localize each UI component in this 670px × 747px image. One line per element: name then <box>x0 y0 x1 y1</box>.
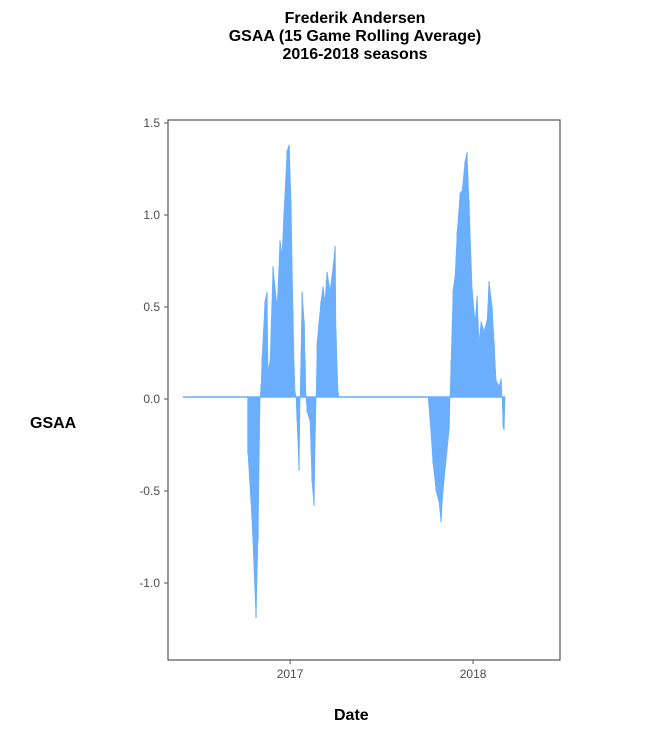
gsaa-bar <box>429 397 431 421</box>
gsaa-bar <box>432 397 434 464</box>
gsaa-bar <box>298 397 300 471</box>
y-axis-label: GSAA <box>30 415 77 432</box>
gsaa-bar <box>286 150 288 397</box>
gsaa-bar <box>257 397 259 541</box>
gsaa-bar <box>435 397 437 491</box>
gsaa-bar <box>279 240 281 397</box>
gsaa-bar <box>281 255 283 397</box>
gsaa-bar <box>438 397 440 502</box>
gsaa-bar <box>452 290 454 397</box>
gsaa-bar <box>255 397 257 618</box>
gsaa-bar <box>486 319 488 397</box>
gsaa-bar <box>326 271 328 397</box>
gsaa-bar <box>303 321 305 397</box>
gsaa-bar <box>493 341 495 397</box>
gsaa-bar <box>471 290 473 397</box>
y-tick-label: 1.0 <box>143 208 160 222</box>
y-tick-label: 1.5 <box>143 116 160 130</box>
chart-title-line3: 2016-2018 seasons <box>282 46 428 63</box>
gsaa-bar <box>456 231 458 397</box>
gsaa-bar <box>290 200 292 397</box>
gsaa-bar <box>483 330 485 397</box>
gsaa-bar <box>478 341 480 397</box>
gsaa-bar <box>332 266 334 397</box>
gsaa-bar <box>440 397 442 523</box>
gsaa-bar <box>324 301 326 397</box>
gsaa-bar <box>464 161 466 397</box>
gsaa-bar <box>488 281 490 397</box>
gsaa-bar <box>466 152 468 397</box>
gsaa-bar <box>480 321 482 397</box>
gsaa-bar <box>474 321 476 397</box>
chart-title-line2: GSAA (15 Game Rolling Average) <box>228 28 482 45</box>
y-tick-label: 0.5 <box>143 300 160 314</box>
gsaa-bar <box>311 397 313 482</box>
gsaa-bar <box>459 192 461 397</box>
gsaa-bar <box>318 321 320 397</box>
x-tick-label: 2017 <box>277 667 304 681</box>
gsaa-bar <box>288 144 290 397</box>
gsaa-bar <box>320 301 322 397</box>
gsaa-bar <box>301 292 303 397</box>
gsaa-bar <box>329 290 331 397</box>
gsaa-bar <box>251 397 253 521</box>
gsaa-bar <box>450 360 452 397</box>
gsaa-bar <box>260 384 262 397</box>
gsaa-bar <box>498 385 500 397</box>
x-tick-label: 2018 <box>460 667 487 681</box>
gsaa-bar <box>442 397 444 491</box>
gsaa-bar <box>495 380 497 397</box>
gsaa-bar <box>306 397 308 412</box>
gsaa-bar <box>294 391 296 397</box>
gsaa-area <box>183 144 506 618</box>
gsaa-bar <box>322 286 324 397</box>
gsaa-bar <box>448 397 450 431</box>
gsaa-bar <box>269 360 271 397</box>
gsaa-bar <box>292 310 294 397</box>
plot-border <box>167 119 561 661</box>
y-tick-label: -0.5 <box>139 484 160 498</box>
chart-title-line1: Frederik Andersen <box>284 10 426 27</box>
y-tick-label: -1.0 <box>139 576 160 590</box>
gsaa-bar <box>491 306 493 397</box>
gsaa-bar <box>304 360 306 397</box>
gsaa-bar <box>272 266 274 397</box>
gsaa-bar <box>468 200 470 397</box>
gsaa-bar <box>503 397 505 431</box>
gsaa-bar <box>266 292 268 397</box>
gsaa-bar <box>500 378 502 397</box>
gsaa-bar <box>247 397 249 455</box>
gsaa-bar <box>267 371 269 397</box>
gsaa-bar <box>454 275 456 397</box>
gsaa-bar <box>296 397 298 421</box>
y-tick-label: 0.0 <box>143 392 160 406</box>
gsaa-bar <box>334 246 336 397</box>
gsaa-bar <box>293 365 295 397</box>
gsaa-bar <box>264 301 266 397</box>
gsaa-bar <box>335 330 337 397</box>
gsaa-bar <box>276 306 278 397</box>
gsaa-bar <box>283 211 285 397</box>
gsaa-bar <box>502 397 504 427</box>
gsaa-bar <box>274 286 276 397</box>
gsaa-bar <box>337 391 339 397</box>
gsaa-bar <box>313 397 315 506</box>
gsaa-bar <box>461 190 463 397</box>
gsaa-bar <box>309 397 311 421</box>
gsaa-bar <box>316 341 318 397</box>
gsaa-bar <box>476 295 478 397</box>
x-axis-label: Date <box>334 707 369 724</box>
gsaa-bar <box>261 356 263 397</box>
